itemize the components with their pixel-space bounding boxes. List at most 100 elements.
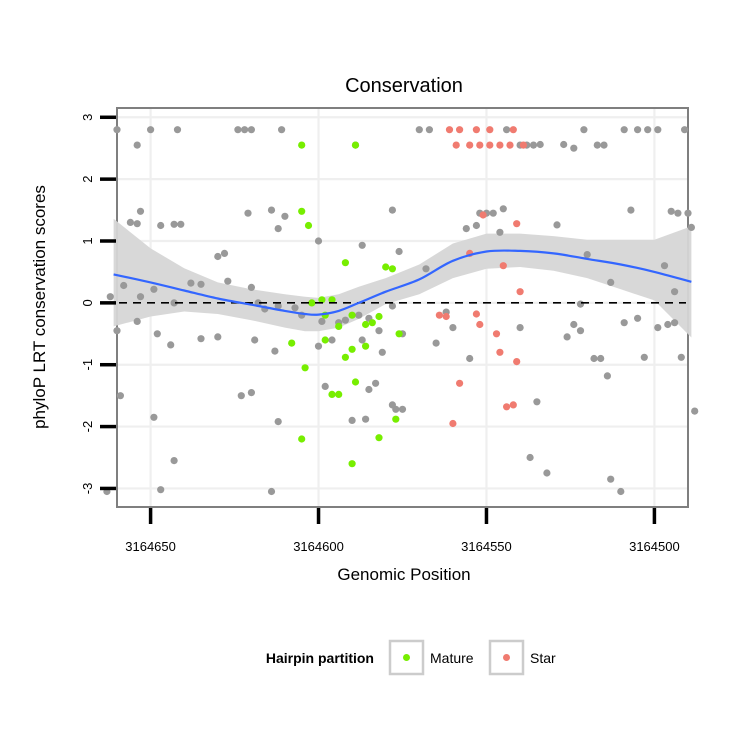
point-other	[126, 218, 134, 226]
point-star	[476, 141, 484, 149]
point-other	[113, 126, 121, 134]
point-mature	[395, 330, 403, 338]
point-other	[241, 126, 249, 134]
point-other	[355, 311, 363, 319]
point-mature	[362, 320, 370, 329]
point-mature	[308, 299, 316, 307]
point-mature	[328, 296, 336, 304]
point-mature	[298, 435, 306, 443]
point-other	[375, 327, 383, 335]
point-other	[499, 205, 507, 213]
point-other	[640, 353, 648, 361]
point-star	[499, 262, 507, 270]
point-other	[314, 237, 323, 245]
point-mature	[388, 265, 396, 273]
point-other	[244, 209, 252, 217]
point-other	[237, 392, 245, 400]
y-axis-title: phyloP LRT conservation scores	[30, 185, 49, 429]
point-other	[167, 341, 175, 349]
point-star	[472, 126, 480, 134]
point-other	[634, 126, 642, 134]
point-other	[496, 228, 504, 236]
point-star	[516, 288, 524, 296]
point-other	[529, 141, 538, 149]
point-other	[177, 220, 185, 228]
point-other	[157, 486, 165, 494]
point-other	[321, 382, 329, 390]
point-other	[570, 320, 578, 329]
point-other	[627, 206, 635, 214]
point-other	[153, 330, 161, 338]
point-other	[516, 324, 524, 332]
point-other	[671, 288, 679, 296]
point-other	[136, 207, 145, 215]
gridlines	[118, 109, 687, 506]
point-other	[170, 457, 178, 465]
x-tick-label: 3164600	[293, 539, 344, 554]
point-other	[358, 336, 366, 344]
point-other	[607, 278, 615, 286]
point-other	[654, 324, 662, 332]
point-mature	[351, 141, 360, 149]
point-mature	[368, 319, 376, 327]
point-other	[291, 304, 299, 312]
point-other	[607, 475, 615, 483]
point-other	[593, 141, 601, 149]
point-other	[563, 333, 571, 341]
point-other	[620, 126, 628, 134]
point-star	[513, 358, 521, 366]
x-tick-label: 3164500	[629, 539, 680, 554]
point-star	[452, 141, 460, 149]
point-other	[267, 487, 276, 496]
point-other	[432, 339, 440, 347]
point-other	[687, 223, 696, 231]
point-star	[476, 320, 484, 329]
point-other	[489, 209, 497, 217]
point-other	[398, 405, 407, 413]
point-other	[274, 225, 282, 233]
point-star	[445, 126, 454, 134]
point-other	[133, 220, 141, 228]
point-other	[576, 300, 585, 308]
point-other	[395, 247, 403, 256]
point-other	[583, 251, 591, 259]
point-other	[560, 140, 568, 149]
point-other	[328, 336, 336, 344]
point-mature	[335, 390, 343, 398]
point-other	[603, 372, 612, 380]
point-other	[136, 293, 145, 301]
point-other	[358, 241, 366, 249]
point-mature	[375, 312, 383, 321]
point-other	[147, 126, 155, 134]
point-mature	[301, 364, 309, 372]
point-other	[388, 302, 396, 310]
point-mature	[382, 263, 390, 271]
point-other	[536, 140, 544, 149]
axes: 3164650 3164600 3164550 3164500 -3 -2 -1 0 1 2 3	[80, 114, 680, 554]
point-other	[247, 283, 255, 291]
point-other	[667, 207, 675, 215]
point-mature	[348, 311, 356, 319]
point-other	[365, 385, 373, 394]
point-other	[251, 336, 259, 344]
point-other	[247, 126, 255, 134]
x-axis-title: Genomic Position	[337, 565, 470, 584]
point-star	[442, 312, 450, 321]
point-other	[388, 401, 396, 409]
point-other	[362, 415, 370, 423]
point-other	[133, 317, 141, 325]
y-tick-label: -1	[80, 359, 95, 371]
point-other	[378, 348, 386, 356]
point-star	[496, 348, 504, 356]
y-tick-label: -2	[80, 421, 95, 433]
point-other	[600, 141, 608, 149]
point-other	[681, 126, 689, 134]
point-mature	[328, 390, 336, 398]
point-other	[388, 206, 396, 214]
point-other	[634, 314, 642, 322]
point-other	[580, 126, 588, 134]
point-other	[664, 320, 672, 329]
point-other	[543, 469, 551, 477]
point-star	[509, 401, 517, 409]
point-other	[133, 141, 141, 149]
